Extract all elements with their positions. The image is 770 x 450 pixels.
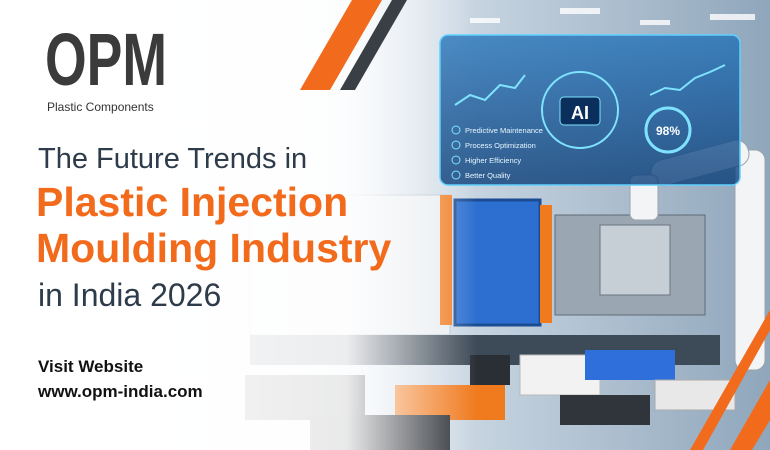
gauge: [644, 106, 692, 154]
feature-label: Higher Efficiency: [465, 156, 521, 165]
stripe: [690, 310, 770, 450]
cta-url[interactable]: www.opm-india.com: [37, 382, 203, 401]
headline-line: in India 2026: [38, 277, 221, 313]
hologram: AI 98% Predictive Maintenance Process Opt…: [439, 34, 741, 186]
headline-line: Plastic Injection: [36, 179, 348, 225]
feature-label: Predictive Maintenance: [465, 126, 543, 135]
hologram-chart: [649, 64, 726, 96]
feature-label: Better Quality: [465, 171, 511, 180]
headline-line: The Future Trends in: [38, 143, 307, 175]
brain-icon: [541, 71, 619, 149]
feature-icon: [451, 140, 461, 150]
gauge-label: 98%: [656, 124, 680, 138]
feature-label: Process Optimization: [465, 141, 536, 150]
stripe: [730, 380, 770, 450]
ai-label: AI: [571, 103, 589, 123]
hologram-chart: [454, 74, 526, 106]
feature-icon: [451, 125, 461, 135]
cta-label: Visit Website: [38, 357, 143, 376]
headline-line: Moulding Industry: [36, 225, 391, 271]
logo-tagline: Plastic Components: [47, 100, 154, 114]
feature-icon: [451, 170, 461, 180]
logo-mark: OPM: [45, 18, 167, 101]
stripe: [340, 0, 407, 90]
feature-icon: [451, 155, 461, 165]
stripe: [300, 0, 382, 90]
